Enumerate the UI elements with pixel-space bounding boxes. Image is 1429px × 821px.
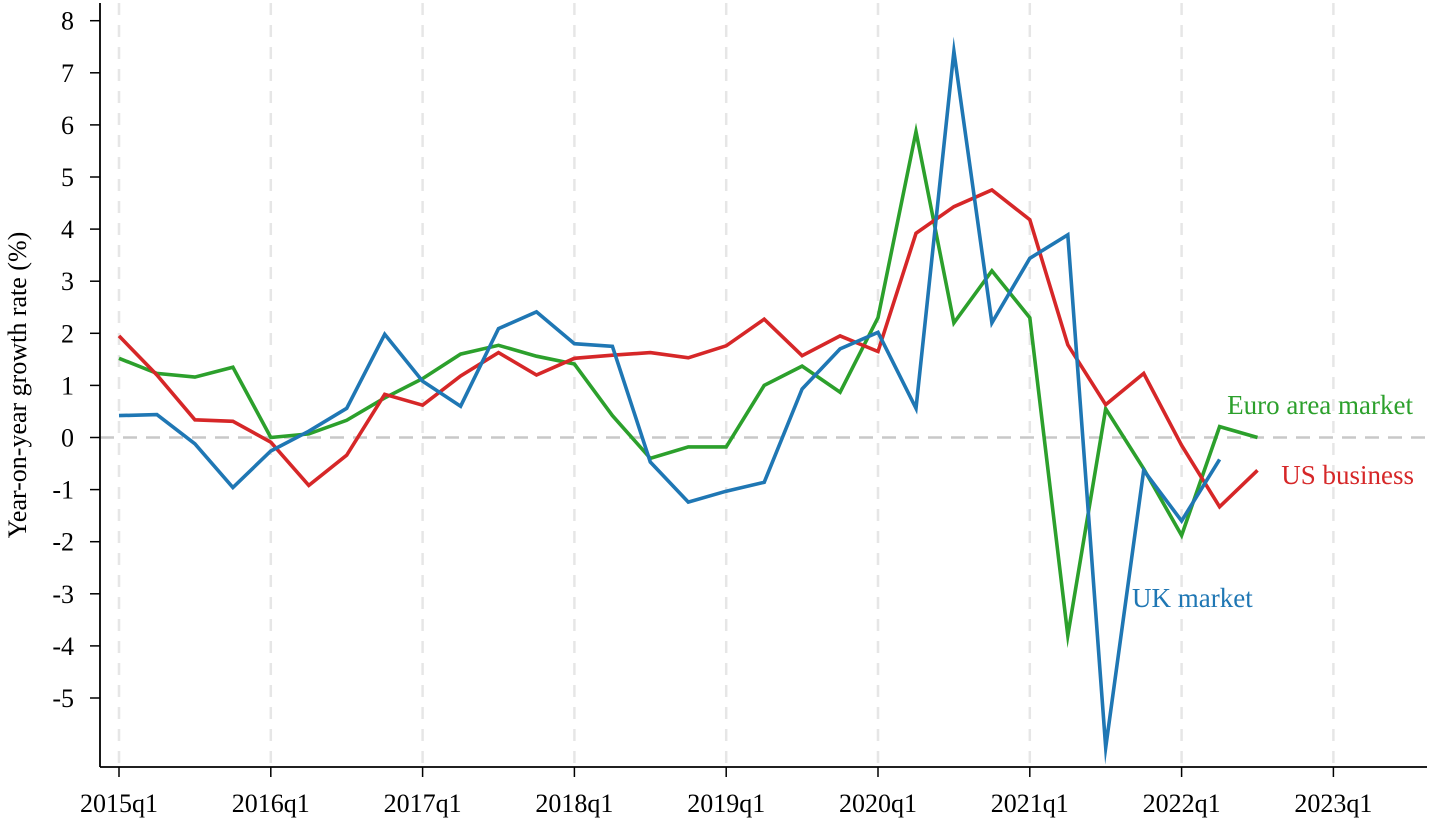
x-tick-label: 2020q1 (839, 789, 917, 818)
series-line-us-business (117, 187, 1259, 510)
y-tick-label: 1 (61, 371, 74, 400)
x-tick-label: 2017q1 (384, 789, 462, 818)
y-axis-title: Year-on-year growth rate (%) (3, 232, 32, 539)
y-tick-label: -3 (52, 580, 74, 609)
series-label-euro-area-market: Euro area market (1227, 390, 1413, 420)
y-tick-label: -4 (52, 632, 74, 661)
x-tick-label: 2019q1 (687, 789, 765, 818)
y-tick-label: 5 (61, 163, 74, 192)
y-axis-ticks: 8 7 6 5 4 3 2 1 0 -1 -2 -3 -4 -5 (52, 7, 100, 713)
y-tick-label: 4 (61, 215, 74, 244)
x-tick-label: 2018q1 (535, 789, 613, 818)
series-line-euro-area-market (118, 122, 1258, 649)
y-tick-label: -5 (52, 684, 74, 713)
y-tick-label: -2 (52, 528, 74, 557)
y-tick-label: 8 (61, 7, 74, 36)
x-tick-label: 2015q1 (80, 789, 158, 818)
x-tick-label: 2021q1 (991, 789, 1069, 818)
y-tick-label: 7 (61, 59, 74, 88)
x-tick-label: 2023q1 (1294, 789, 1372, 818)
y-tick-label: 3 (61, 267, 74, 296)
x-tick-label: 2016q1 (232, 789, 310, 818)
series-line-uk-market (118, 36, 1222, 765)
y-tick-label: 6 (61, 111, 74, 140)
series-label-uk-market: UK market (1132, 583, 1253, 613)
y-tick-label: 0 (61, 424, 74, 453)
x-tick-label: 2022q1 (1143, 789, 1221, 818)
y-tick-label: 2 (61, 319, 74, 348)
vertical-gridlines (117, 3, 1335, 767)
y-tick-label: -1 (52, 476, 74, 505)
series-lines (117, 36, 1259, 765)
series-label-us-business: US business (1281, 460, 1414, 490)
series-labels: Euro area market US business UK market (1132, 390, 1414, 613)
x-axis-ticks: 2015q1 2016q1 2017q1 2018q1 2019q1 2020q1 2021… (80, 767, 1372, 818)
